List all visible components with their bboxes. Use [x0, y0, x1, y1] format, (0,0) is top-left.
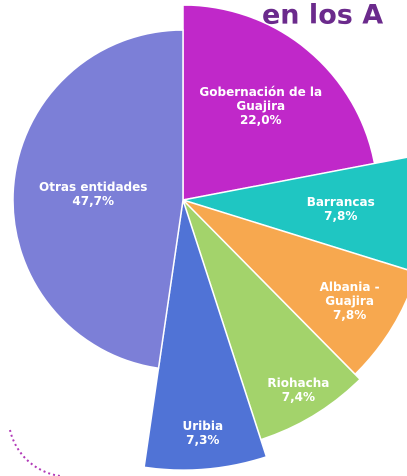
value-label: 47,7%: [72, 193, 115, 208]
category-label: Gobernación de la Guajira: [199, 84, 323, 113]
category-label: Riohacha: [267, 375, 330, 390]
pie-slice: [182, 199, 407, 376]
value-label: 7,8%: [332, 308, 367, 323]
label-box: Barrancas 7,8%: [296, 179, 386, 239]
label-box: Otras entidades 47,7%: [28, 164, 158, 224]
value-label: 7,3%: [186, 433, 220, 448]
label-box: Riohacha 7,4%: [258, 360, 338, 420]
value-label: 7,8%: [324, 208, 358, 223]
category-label: Uribia: [182, 419, 224, 434]
category-label: Albania - Guajira: [319, 280, 380, 309]
pie-slice: [12, 29, 184, 370]
value-label: 7,4%: [281, 389, 316, 404]
label-box: Gobernación de la Guajira 22,0%: [191, 76, 331, 136]
pie-slice: [182, 199, 362, 441]
label-box: Uribia 7,3%: [168, 403, 238, 463]
category-label: Otras entidades: [39, 179, 148, 194]
pie-slice: [143, 199, 268, 471]
pie-slice: [182, 156, 407, 271]
value-label: 22,0%: [239, 112, 282, 127]
decoration: [9, 429, 61, 476]
category-label: Barrancas: [306, 194, 375, 209]
label-box: Albania - Guajira 7,8%: [310, 271, 390, 331]
pie-slice: [182, 4, 376, 201]
chart-title: en los A: [262, 0, 383, 31]
